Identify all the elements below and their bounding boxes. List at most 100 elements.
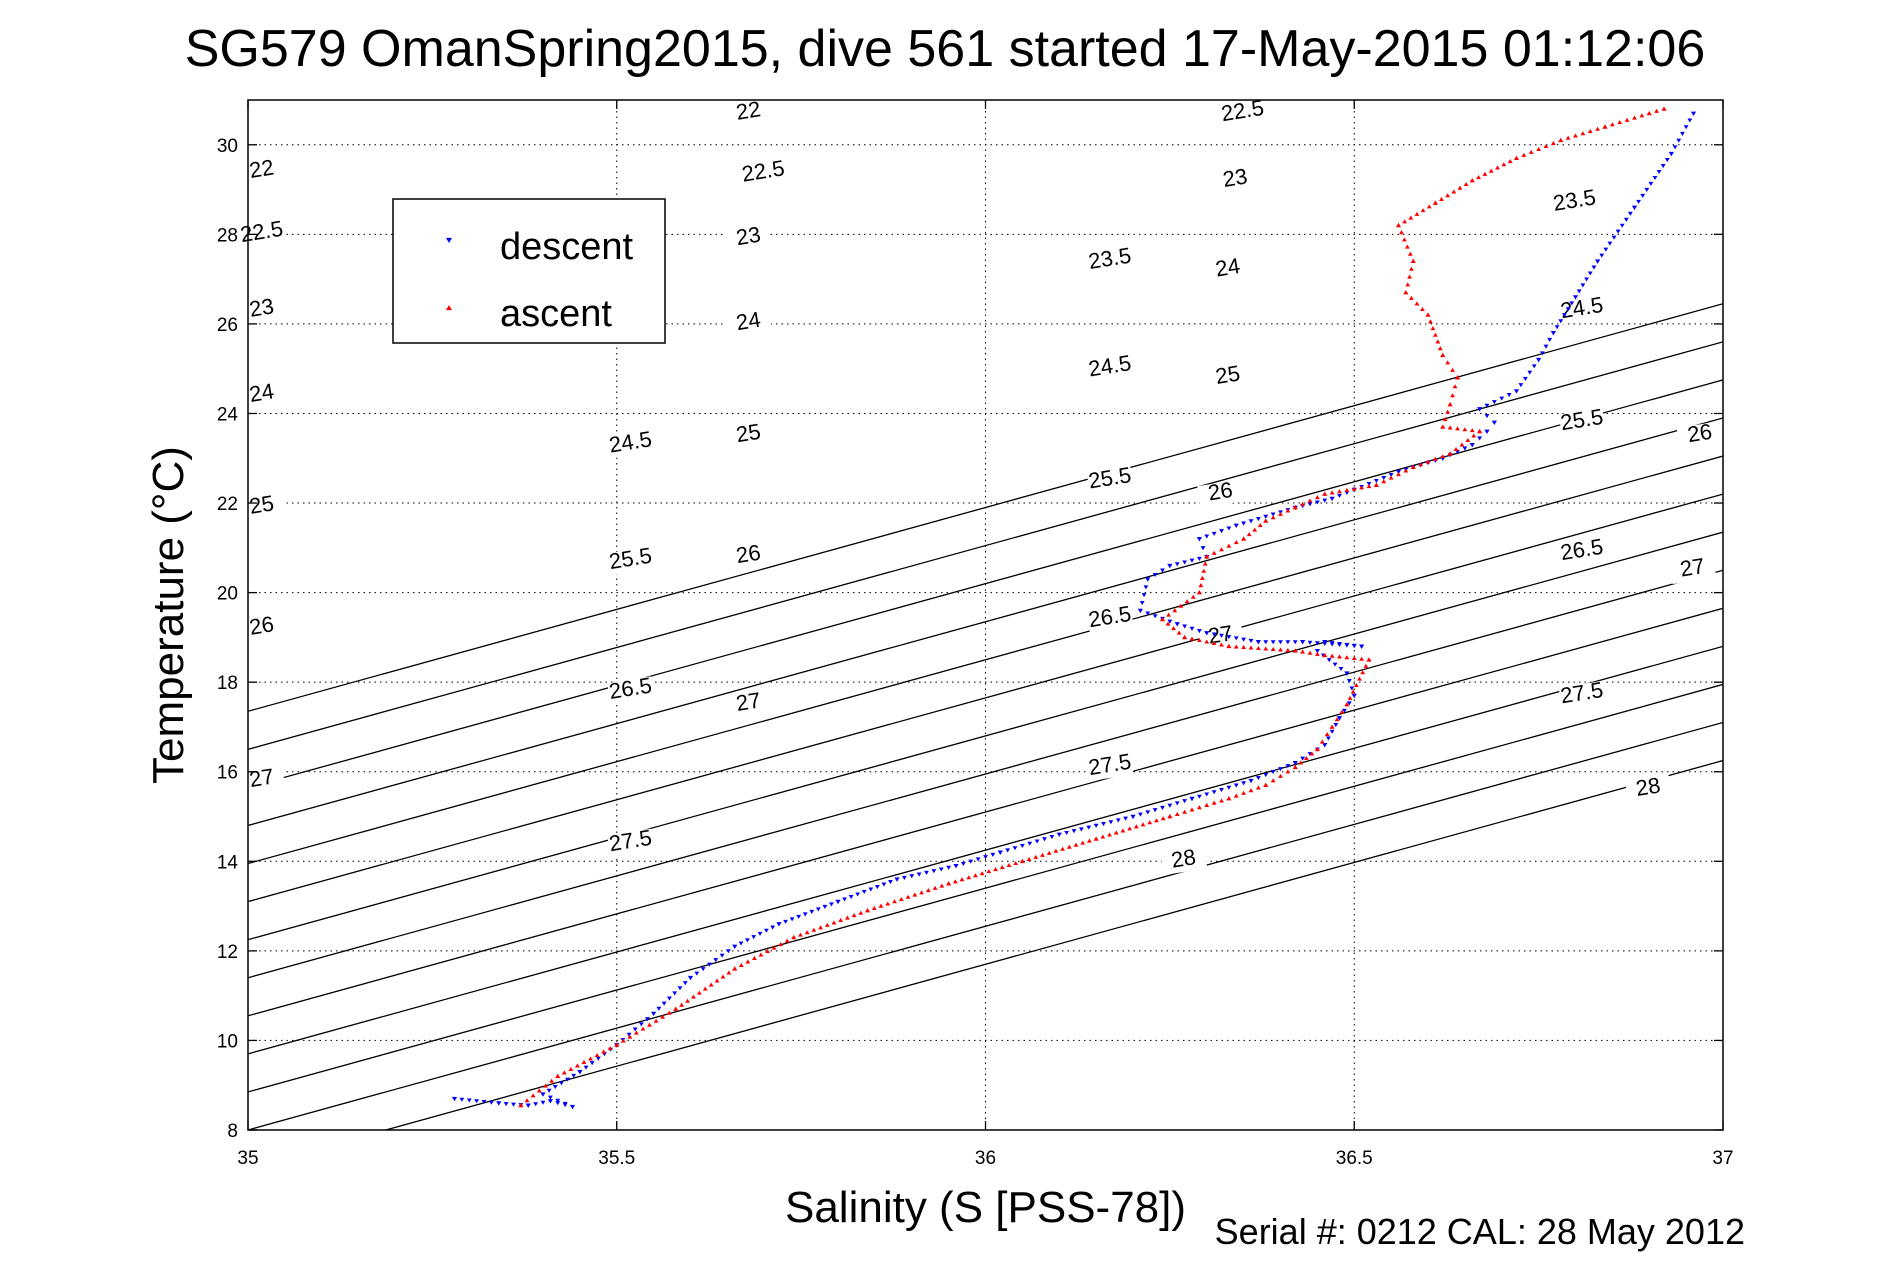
density-contour-26 [248,607,1723,1017]
descent-point [1145,577,1151,582]
series-descent [451,111,1697,1110]
ascent-point [1278,773,1283,778]
ascent-point [1366,657,1372,662]
contour-label-bg [1197,622,1245,652]
contour-label-bg [1086,465,1134,495]
ascent-point [939,883,945,888]
ascent-point [1171,626,1176,631]
grid-lines [248,100,1723,1130]
descent-point [888,880,893,885]
descent-point [1680,131,1685,136]
y-tick-label-8: 24 [217,404,239,425]
descent-point [1329,729,1335,734]
ascent-point [1100,834,1106,839]
ascent-point [831,920,837,925]
descent-point [481,1099,487,1105]
ascent-point [1053,848,1059,853]
contour-label-13: 24 [1204,253,1252,285]
contour-label-bg [607,828,655,858]
descent-point [1263,514,1269,519]
descent-point [990,852,996,857]
descent-point [931,869,937,874]
ascent-point [691,994,696,999]
ascent-point [1263,518,1269,523]
ascent-point [1322,491,1328,496]
y-tick-label-9: 26 [217,315,238,336]
contour-label-0: 22 [238,154,286,186]
descent-point [656,1006,662,1011]
ascent-point [685,998,690,1003]
ascent-point [1432,200,1438,205]
contour-label-bg [238,380,286,410]
descent-point [1591,265,1597,270]
ascent-point [1452,384,1458,389]
descent-point [1615,229,1621,234]
ascent-point [1420,208,1426,213]
ascent-point [1300,649,1306,654]
descent-point [1263,773,1269,778]
ascent-point [1257,523,1263,528]
ascent-point [811,927,817,932]
descent-point [1226,635,1232,640]
descent-point [1491,420,1497,426]
ascent-point [1107,832,1112,837]
descent-point [1648,181,1654,186]
descent-point [632,1027,638,1032]
descent-point [1652,175,1658,181]
contour-label-text: 27 [1678,553,1706,582]
ascent-point [1373,482,1379,487]
ascent-point [1060,846,1066,851]
ascent-point [1396,471,1401,477]
x-tick-label-1: 35.5 [598,1148,635,1169]
contour-label-12: 24 [725,307,773,338]
descent-point [569,1104,576,1110]
ascent-point [1477,428,1483,434]
ascent-point [1432,456,1438,461]
ascent-point [607,1045,613,1051]
descent-point [1587,271,1593,276]
descent-point [1359,644,1365,649]
ascent-point [1495,165,1500,170]
x-tick-label-3: 36.5 [1336,1148,1373,1169]
descent-point [1491,400,1497,405]
ascent-point [1482,171,1488,176]
ascent-point [912,892,918,897]
ascent-point [765,948,770,954]
descent-point [1167,563,1173,569]
ascent-point [1202,561,1208,566]
ascent-point [1292,648,1298,653]
descent-point [1536,357,1542,363]
ascent-point [1402,219,1408,224]
descent-point [953,863,959,869]
ascent-point [720,974,726,979]
ascent-point [1447,451,1453,456]
ascent-point [784,938,790,943]
descent-point [1539,351,1545,356]
descent-point [1322,498,1328,503]
ascent-point [1172,608,1178,613]
contour-label-bg [607,546,655,576]
ascent-point [1263,646,1269,651]
x-tick-label-4: 37 [1712,1148,1733,1169]
descent-point [1115,818,1121,823]
contour-label-bg [1086,752,1134,782]
ascent-point [1147,820,1153,825]
ascent-point [1182,809,1188,814]
ascent-point [1211,550,1217,555]
descent-point [1241,781,1247,786]
contour-label-bg [725,542,773,571]
ascent-point [1087,838,1092,843]
contour-label-bg [725,224,773,253]
ascent-point [1639,113,1645,118]
ascent-point [898,896,904,902]
descent-point [789,917,795,922]
descent-point [1349,686,1355,691]
ascent-point [959,877,965,882]
ascent-point [1360,670,1366,675]
ascent-point [905,894,911,899]
descent-point [744,938,750,943]
contour-label-38: 28 [1625,772,1672,804]
ascent-point [1344,701,1350,707]
descent-point [1381,475,1387,481]
descent-point [1333,723,1339,728]
